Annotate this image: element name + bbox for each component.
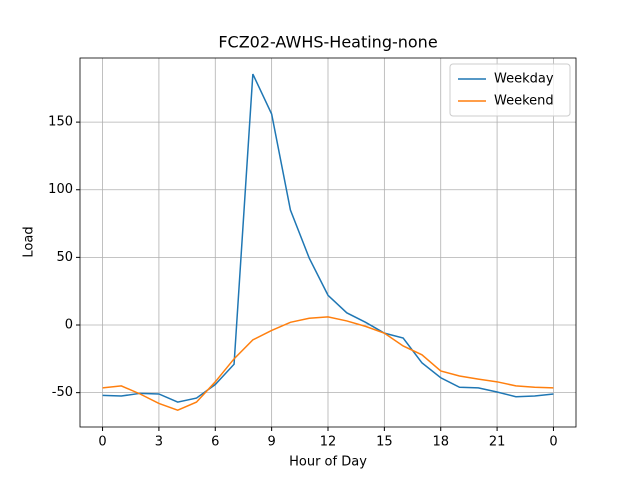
y-tick-label: 0 — [65, 318, 73, 333]
series-line — [102, 73, 554, 403]
x-tick-label: 21 — [489, 435, 506, 450]
y-tick-label: 150 — [48, 115, 73, 130]
y-tick-label: 100 — [48, 182, 73, 197]
legend-box — [449, 63, 571, 117]
y-tick-label: -50 — [52, 385, 73, 400]
x-axis-label: Hour of Day — [289, 455, 367, 470]
legend-label: Weekend — [494, 94, 554, 109]
x-tick-label: 15 — [376, 435, 393, 450]
chart-title: FCZ02-AWHS-Heating-none — [218, 33, 437, 52]
y-axis-label: Load — [22, 226, 37, 257]
x-tick-label: 12 — [320, 435, 337, 450]
x-tick-label: 9 — [267, 435, 275, 450]
series-line — [102, 316, 554, 412]
x-tick-label: 3 — [155, 435, 163, 450]
legend-label: Weekday — [494, 72, 554, 87]
x-tick-label: 0 — [98, 435, 106, 450]
x-tick-label: 0 — [549, 435, 557, 450]
plot-frame — [79, 57, 577, 428]
y-tick-label: 50 — [56, 250, 73, 265]
x-tick-label: 18 — [432, 435, 449, 450]
x-tick-label: 6 — [211, 435, 219, 450]
